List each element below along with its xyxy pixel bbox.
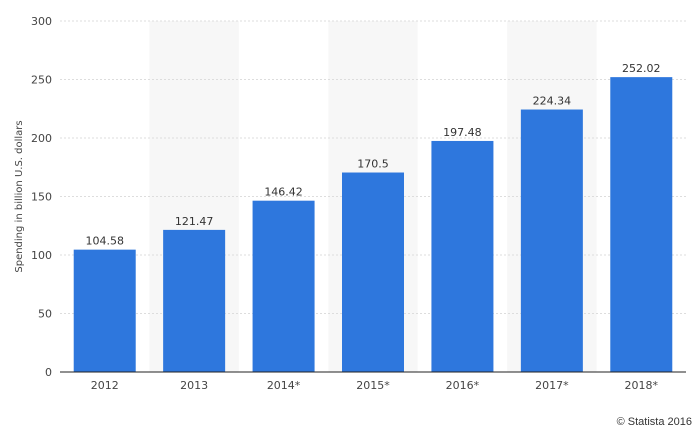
y-axis-ticks: 0 50 100 150 200 250 300 bbox=[31, 15, 52, 379]
bars bbox=[73, 77, 673, 372]
y-tick-label: 100 bbox=[31, 249, 52, 262]
y-tick-label: 0 bbox=[45, 366, 52, 379]
y-tick-label: 50 bbox=[38, 308, 52, 321]
y-tick-label: 250 bbox=[31, 74, 52, 87]
bar bbox=[163, 229, 226, 372]
y-tick-label: 200 bbox=[31, 132, 52, 145]
bar-value-label: 121.47 bbox=[175, 215, 214, 228]
x-tick-label: 2018* bbox=[625, 379, 659, 392]
x-tick-label: 2015* bbox=[356, 379, 390, 392]
source-credit[interactable]: © Statista 2016 bbox=[616, 416, 692, 428]
bar-value-label: 197.48 bbox=[443, 126, 482, 139]
y-tick-label: 150 bbox=[31, 191, 52, 204]
x-tick-label: 2017* bbox=[535, 379, 569, 392]
x-axis-ticks: 2012 2013 2014* 2015* 2016* 2017* 2018* bbox=[91, 379, 659, 392]
x-tick-label: 2016* bbox=[446, 379, 480, 392]
bar-value-label: 252.02 bbox=[622, 62, 661, 75]
bar bbox=[431, 140, 494, 372]
x-tick-label: 2012 bbox=[91, 379, 119, 392]
bar-value-label: 170.5 bbox=[357, 158, 389, 171]
bar bbox=[342, 172, 404, 372]
x-tick-label: 2014* bbox=[267, 379, 301, 392]
bar bbox=[520, 109, 583, 372]
x-tick-label: 2013 bbox=[180, 379, 208, 392]
value-labels: 104.58 121.47 146.42 170.5 197.48 224.34 252.0… bbox=[85, 62, 660, 248]
y-tick-label: 300 bbox=[31, 15, 52, 28]
y-axis-title: Spending in billion U.S. dollars bbox=[14, 120, 25, 272]
bar-value-label: 104.58 bbox=[85, 235, 124, 248]
bar bbox=[610, 77, 673, 372]
bar-value-label: 224.34 bbox=[533, 95, 572, 108]
bar bbox=[252, 200, 315, 372]
bar bbox=[73, 249, 136, 372]
bar-value-label: 146.42 bbox=[264, 186, 303, 199]
